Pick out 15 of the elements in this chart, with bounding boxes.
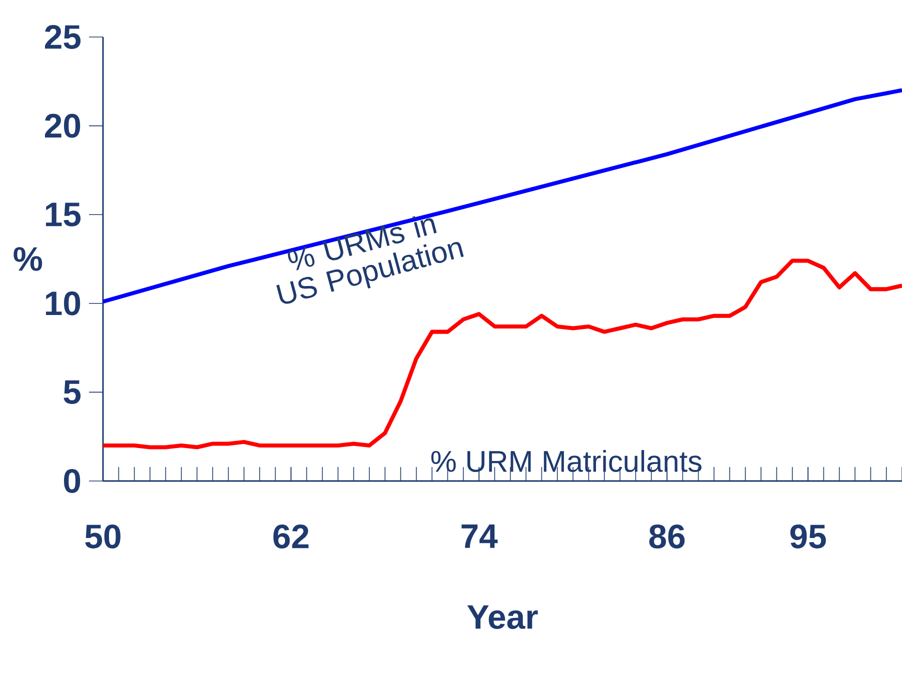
y-axis-title: % bbox=[14, 247, 42, 271]
x-tick-label: 50 bbox=[85, 524, 120, 548]
x-tick-label: 74 bbox=[462, 524, 498, 548]
y-tick-label: 15 bbox=[46, 202, 81, 226]
text: % URMs in US Population bbox=[276, 216, 464, 304]
y-tick-label: 0 bbox=[64, 469, 80, 493]
y-tick-label: 10 bbox=[46, 291, 80, 316]
x-axis-title: Year bbox=[467, 605, 538, 629]
y-tick-label: 5 bbox=[64, 380, 81, 404]
x-tick-label: 62 bbox=[273, 524, 308, 548]
series-label: % URM Matriculants bbox=[431, 450, 702, 472]
x-tick-label: 95 bbox=[790, 524, 826, 548]
x-tick-label: 86 bbox=[649, 524, 685, 548]
y-tick-label: 20 bbox=[44, 114, 80, 138]
y-tick-label: 25 bbox=[44, 25, 81, 49]
